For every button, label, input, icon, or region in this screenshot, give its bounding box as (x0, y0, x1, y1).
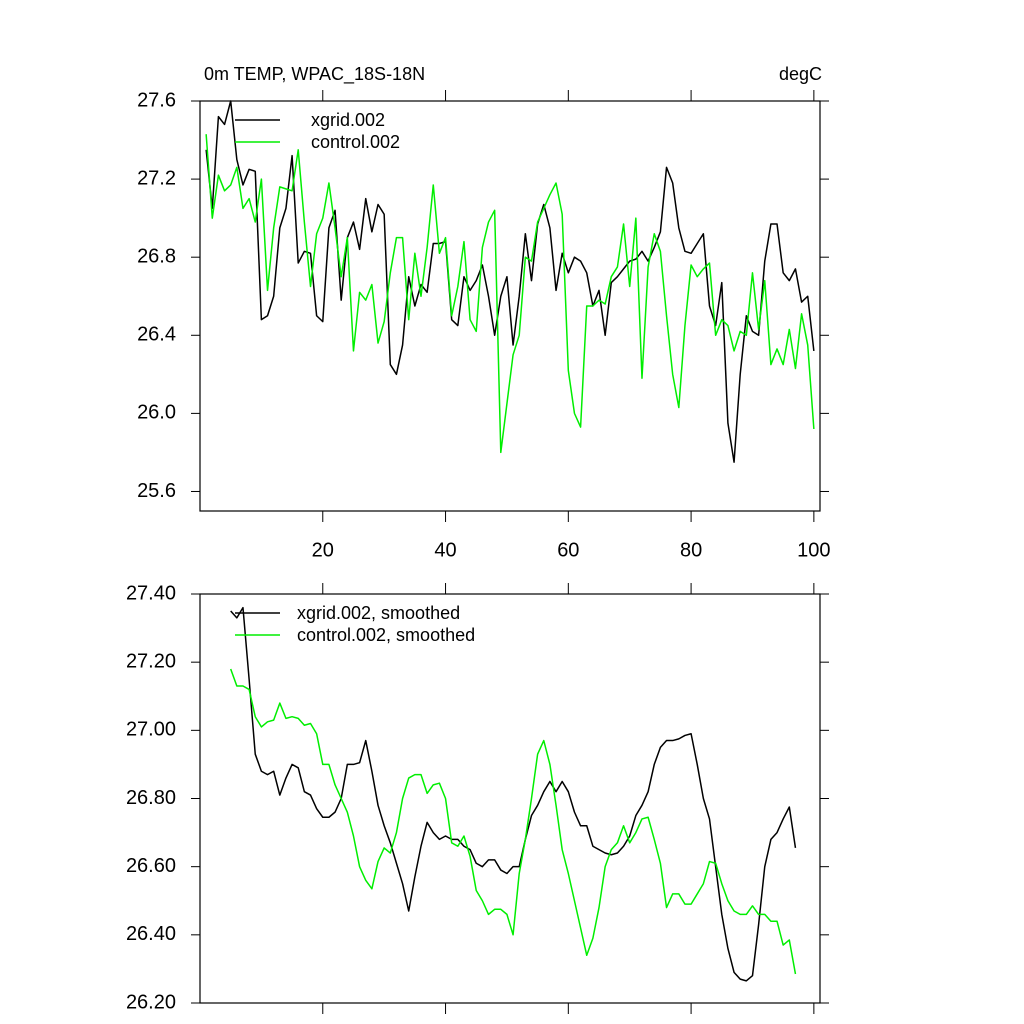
data-line (205, 134, 815, 454)
y-tick-label: 27.00 (126, 719, 176, 741)
legend-label: control.002, smoothed (297, 625, 475, 645)
y-tick-label: 26.80 (126, 787, 176, 809)
y-tick-label: 27.20 (126, 650, 176, 672)
plot-frame (199, 100, 821, 512)
y-tick-label: 26.8 (137, 245, 176, 267)
x-tick-label: 80 (680, 539, 702, 561)
y-tick-label: 27.6 (137, 89, 176, 111)
y-tick-label: 27.2 (137, 167, 176, 189)
y-tick-label: 27.40 (126, 582, 176, 604)
legend-label: control.002 (311, 132, 400, 152)
x-tick-label: 60 (557, 539, 579, 561)
units-label: degC (779, 64, 822, 84)
y-tick-label: 26.40 (126, 923, 176, 945)
x-tick-label: 40 (434, 539, 456, 561)
y-tick-label: 26.0 (137, 402, 176, 424)
y-tick-label: 26.60 (126, 855, 176, 877)
x-tick-label: 100 (797, 539, 830, 561)
data-line (229, 668, 797, 975)
y-tick-label: 26.4 (137, 324, 176, 346)
legend-label: xgrid.002, smoothed (297, 603, 460, 623)
legend-label: xgrid.002 (311, 110, 385, 130)
data-line (230, 606, 797, 982)
x-tick-label: 20 (312, 539, 334, 561)
y-tick-label: 26.20 (126, 991, 176, 1013)
y-tick-label: 25.6 (137, 480, 176, 502)
chart-title: 0m TEMP, WPAC_18S-18N (204, 64, 425, 85)
